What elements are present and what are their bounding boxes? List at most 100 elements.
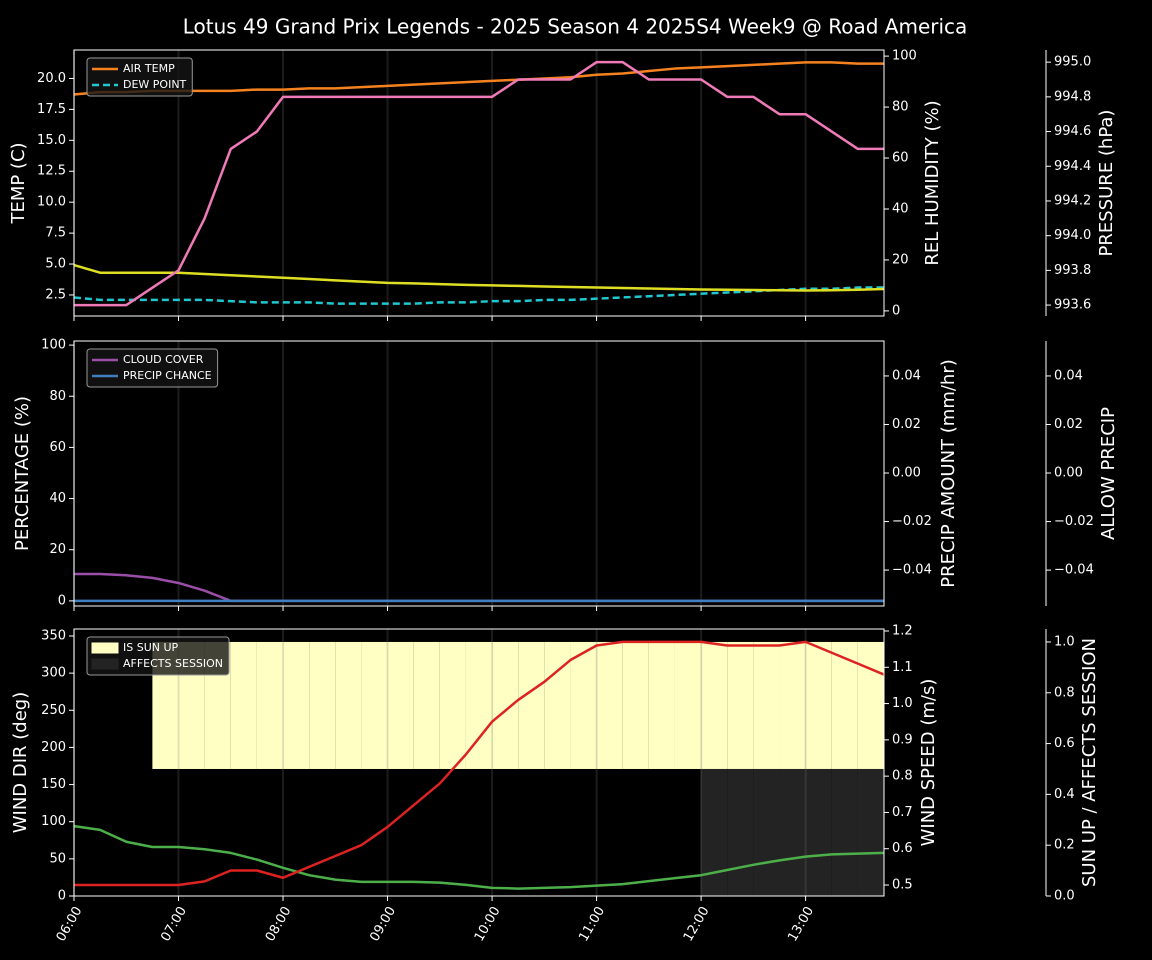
fill-segment: [492, 641, 519, 769]
axis-label: ALLOW PRECIP: [1098, 407, 1119, 540]
y-tick-label: 20: [892, 252, 909, 267]
y-tick-label: 7.5: [45, 226, 66, 241]
legend-label: PRECIP CHANCE: [123, 369, 212, 382]
y-tick-label: 350: [41, 628, 66, 643]
y-tick-label: −0.04: [1054, 563, 1094, 578]
fill-segment: [309, 641, 336, 769]
y-tick-label: 100: [41, 814, 66, 829]
y-tick-label: 17.5: [37, 102, 66, 117]
y-tick-label: 994.8: [1054, 89, 1091, 104]
y-tick-label: 50: [49, 851, 66, 866]
axis-label: SUN UP / AFFECTS SESSION: [1079, 638, 1100, 887]
x-tick-label: 12:00: [681, 904, 713, 944]
y-tick-label: 0.2: [1054, 838, 1075, 853]
y-tick-label: 80: [49, 389, 66, 404]
x-tick-label: 09:00: [367, 904, 399, 944]
fill-segment: [779, 768, 806, 896]
y-tick-label: 200: [41, 740, 66, 755]
fill-segment: [805, 768, 832, 896]
fill-segment: [674, 641, 702, 769]
fill-segment: [727, 641, 754, 769]
axis-label: PRESSURE (hPa): [1096, 110, 1117, 257]
plot-frame: [73, 628, 885, 897]
series-line: [74, 60, 884, 307]
fill-segment: [283, 641, 310, 769]
y-tick-label: 0: [892, 303, 900, 318]
legend-label: DEW POINT: [123, 78, 187, 91]
y-tick-label: 0.6: [1054, 736, 1075, 751]
fill-segment: [413, 641, 440, 769]
y-tick-label: 12.5: [37, 164, 66, 179]
legend-label: AFFECTS SESSION: [123, 657, 223, 670]
y-tick-label: 100: [892, 49, 917, 64]
y-tick-label: 300: [41, 666, 66, 681]
fill-segment: [727, 768, 754, 896]
y-tick-label: 1.0: [1054, 634, 1075, 649]
y-tick-label: 0.04: [1054, 368, 1083, 383]
fill-segment: [753, 768, 780, 896]
fill-segment: [831, 768, 858, 896]
y-tick-label: 1.1: [892, 660, 913, 675]
y-tick-label: 60: [49, 440, 66, 455]
fill-segment: [230, 641, 257, 769]
axis-label: PERCENTAGE (%): [12, 396, 33, 551]
fill-segment: [779, 641, 806, 769]
series-line: [74, 640, 885, 887]
y-tick-label: 0.02: [892, 417, 921, 432]
series-line: [73, 286, 884, 305]
legend-box: [86, 636, 230, 676]
legend-swatch: [91, 642, 119, 654]
fill-segment: [857, 768, 884, 896]
axis-label: TEMP (C): [8, 142, 29, 224]
y-tick-label: 150: [41, 777, 66, 792]
chart-title: Lotus 49 Grand Prix Legends - 2025 Seaso…: [183, 15, 968, 39]
fill-segment: [439, 641, 466, 769]
y-tick-label: 80: [892, 100, 909, 115]
y-tick-label: 2.5: [45, 287, 66, 302]
x-tick-label: 06:00: [54, 904, 86, 944]
series-line: [73, 824, 885, 890]
y-tick-label: 0.5: [892, 878, 913, 893]
y-tick-label: 5.0: [45, 257, 66, 272]
fill-segment: [518, 641, 545, 769]
y-tick-label: 0.8: [892, 769, 913, 784]
y-tick-label: 1.0: [892, 696, 913, 711]
y-tick-label: 995.0: [1054, 55, 1091, 70]
y-tick-label: 994.6: [1054, 124, 1091, 139]
x-tick-label: 10:00: [472, 904, 504, 944]
legend-box: [86, 57, 193, 97]
axis-label: WIND SPEED (m/s): [918, 679, 939, 847]
plot-frame: [73, 49, 885, 317]
y-tick-label: 0.4: [1054, 787, 1075, 802]
y-tick-label: 0.0: [1054, 889, 1075, 904]
y-tick-label: 20: [49, 542, 66, 557]
y-tick-label: 100: [41, 338, 66, 353]
x-tick-label: 08:00: [263, 904, 295, 944]
y-tick-label: −0.02: [892, 514, 932, 529]
fill-segment: [648, 641, 675, 769]
y-tick-label: 994.2: [1054, 193, 1091, 208]
fill-segment: [387, 641, 414, 769]
series-line: [74, 572, 884, 603]
y-tick-label: 0.00: [1054, 466, 1083, 481]
y-tick-label: −0.04: [892, 563, 932, 578]
y-tick-label: 993.8: [1054, 263, 1091, 278]
fill-segment: [622, 641, 649, 769]
axis-label: WIND DIR (deg): [10, 692, 31, 834]
y-tick-label: 0.9: [892, 732, 913, 747]
legend-label: IS SUN UP: [123, 641, 179, 654]
y-tick-label: 60: [892, 151, 909, 166]
y-tick-label: 994.4: [1054, 159, 1091, 174]
x-tick-label: 07:00: [158, 904, 190, 944]
y-tick-label: 993.6: [1054, 298, 1091, 313]
legend-swatch: [91, 658, 119, 670]
fill-segment: [596, 641, 623, 769]
y-tick-label: 20.0: [37, 71, 66, 86]
legend-label: AIR TEMP: [123, 62, 175, 75]
y-tick-label: 0.7: [892, 805, 913, 820]
series-line: [73, 61, 884, 96]
y-tick-label: 0: [58, 593, 66, 608]
fill-segment: [857, 641, 884, 769]
series-line: [73, 263, 885, 292]
